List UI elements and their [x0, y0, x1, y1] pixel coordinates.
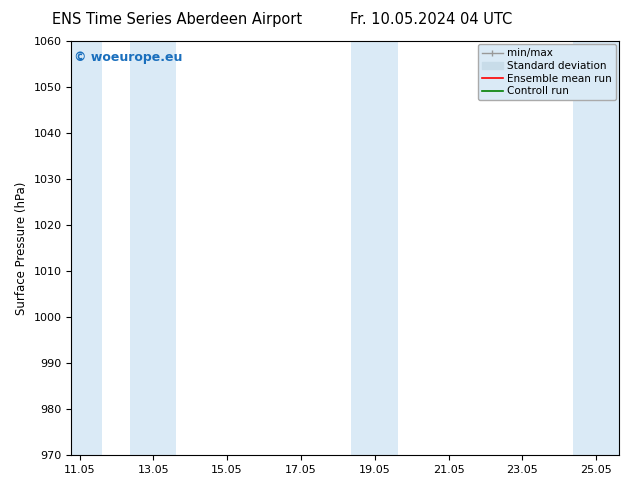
Text: Fr. 10.05.2024 04 UTC: Fr. 10.05.2024 04 UTC	[350, 12, 512, 27]
Bar	[351, 41, 398, 455]
Bar	[130, 41, 176, 455]
Text: © woeurope.eu: © woeurope.eu	[74, 51, 183, 64]
Text: ENS Time Series Aberdeen Airport: ENS Time Series Aberdeen Airport	[53, 12, 302, 27]
Legend: min/max, Standard deviation, Ensemble mean run, Controll run: min/max, Standard deviation, Ensemble me…	[478, 44, 616, 100]
Bar	[573, 41, 619, 455]
Y-axis label: Surface Pressure (hPa): Surface Pressure (hPa)	[15, 181, 28, 315]
Bar	[72, 41, 103, 455]
